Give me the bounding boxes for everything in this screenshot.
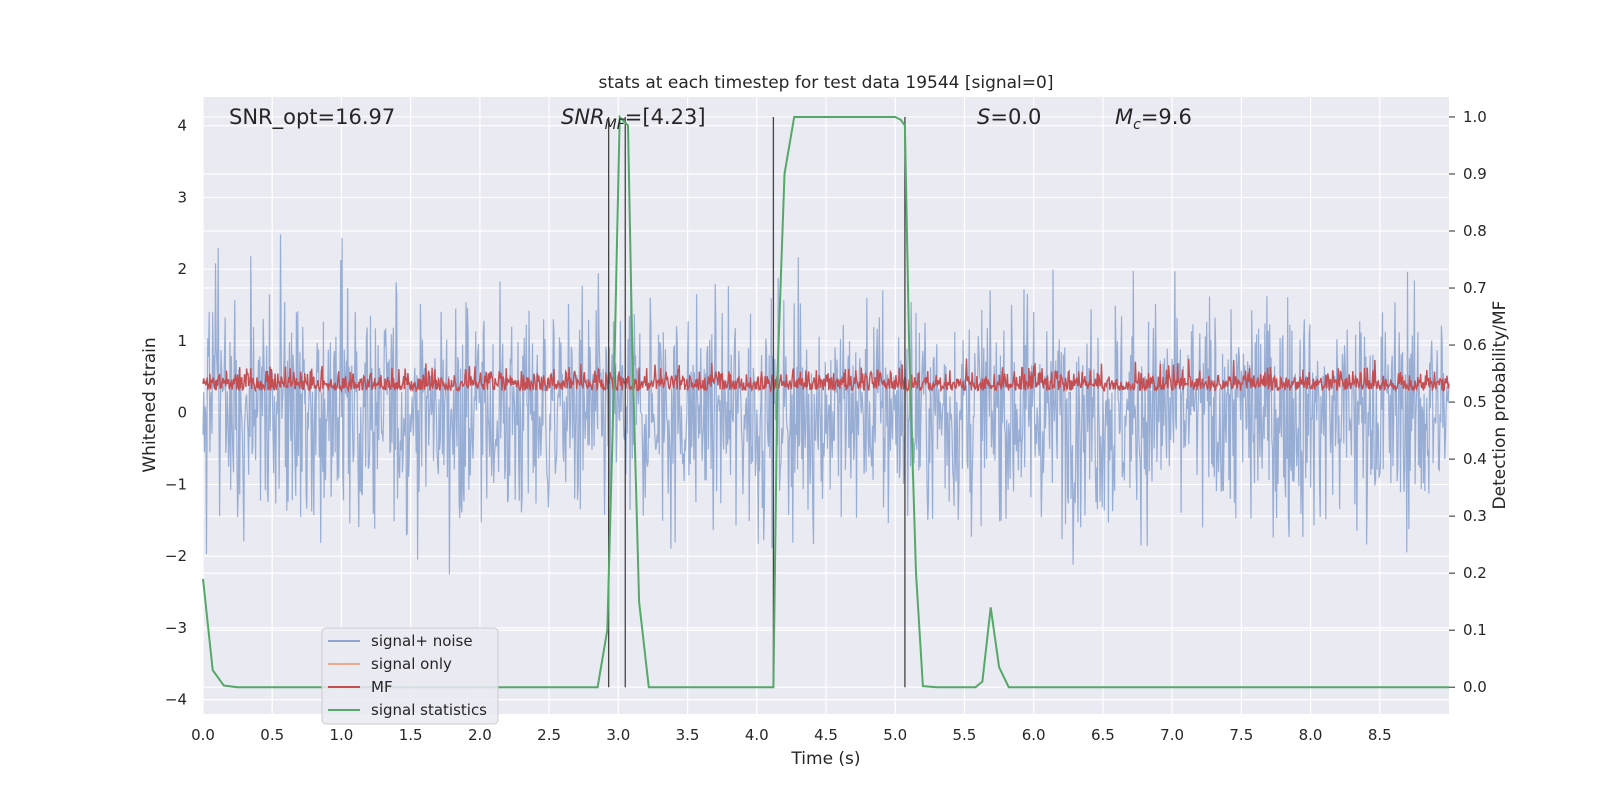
y-tick-label: 2 <box>177 260 187 278</box>
x-tick-label: 4.5 <box>814 726 838 744</box>
mf-series <box>202 358 1450 394</box>
x-tick-label: 7.5 <box>1229 726 1253 744</box>
y-axis-right-label: Detection probability/MF <box>1490 301 1510 510</box>
x-tick-label: 5.0 <box>883 726 907 744</box>
annotation-mc-symbol: M <box>1115 105 1133 129</box>
y-right-tick-label: 1.0 <box>1463 108 1487 126</box>
x-tick-label: 3.0 <box>606 726 630 744</box>
y-tick-label: 3 <box>177 188 187 206</box>
signal-statistics-line <box>202 114 1449 689</box>
x-tick-label: 0.0 <box>191 726 215 744</box>
x-tick-label: 6.0 <box>1022 726 1046 744</box>
mf-line <box>202 358 1450 394</box>
annotation-snr-mf-base: SNR <box>561 105 605 129</box>
legend-label-signal-noise: signal+ noise <box>371 632 473 650</box>
x-tick-label: 1.0 <box>330 726 354 744</box>
y-axis-label: Whitened strain <box>140 337 160 472</box>
y-tick-label: −1 <box>165 475 187 493</box>
x-axis-label: Time (s) <box>790 749 860 769</box>
x-tick-label: 6.5 <box>1091 726 1115 744</box>
legend-box <box>321 627 499 725</box>
x-tick-label: 4.0 <box>745 726 769 744</box>
signal-noise-line <box>202 234 1450 575</box>
annotation-s-value: =0.0 <box>990 105 1041 129</box>
signal-statistics-series <box>202 114 1449 689</box>
y-tick-label: 1 <box>177 332 187 350</box>
x-tick-label: 8.5 <box>1368 726 1392 744</box>
y-right-tick-label: 0.5 <box>1463 393 1487 411</box>
y-right-tick-label: 0.6 <box>1463 336 1487 354</box>
y-right-tick-label: 0.9 <box>1463 165 1487 183</box>
x-tick-label: 7.0 <box>1160 726 1184 744</box>
y-right-tick-label: 0.0 <box>1463 678 1487 696</box>
y-tick-label: −4 <box>165 691 187 709</box>
y-tick-label: 4 <box>177 117 187 135</box>
x-tick-label: 8.0 <box>1299 726 1323 744</box>
legend-label-signal-statistics: signal statistics <box>371 701 487 719</box>
y-right-tick-label: 0.1 <box>1463 621 1487 639</box>
x-tick-label: 1.5 <box>399 726 423 744</box>
y-tick-label: −2 <box>165 547 187 565</box>
legend-label-signal-only: signal only <box>371 655 452 673</box>
x-tick-label: 0.5 <box>260 726 284 744</box>
annotation-snr-mf: SNRMF=[4.23] <box>561 105 706 133</box>
tick-labels: 0.0 0.5 1.0 1.5 2.0 2.5 3.0 3.5 4.0 4.5 5.0 5.5 6.0 6… <box>165 108 1487 744</box>
y-right-tick-label: 0.7 <box>1463 279 1487 297</box>
legend-label-mf: MF <box>371 678 393 696</box>
y-tick-label: −3 <box>165 619 187 637</box>
x-tick-label: 3.5 <box>676 726 700 744</box>
annotation-snr-mf-value: =[4.23] <box>625 105 706 129</box>
y-right-tick-label: 0.8 <box>1463 222 1487 240</box>
annotation-snr-opt: SNR_opt=16.97 <box>229 105 395 130</box>
y-right-tick-label: 0.4 <box>1463 450 1487 468</box>
annotation-mc-sub: c <box>1133 117 1141 133</box>
y-tick-label: 0 <box>177 404 187 422</box>
annotation-snr-mf-sub: MF <box>605 117 626 133</box>
signal-noise-series <box>202 234 1450 575</box>
vertical-markers <box>607 116 906 688</box>
legend: signal+ noise signal only MF signal stat… <box>321 627 499 725</box>
y-right-tick-label: 0.3 <box>1463 507 1487 525</box>
x-tick-label: 2.5 <box>537 726 561 744</box>
y-right-tick-label: 0.2 <box>1463 564 1487 582</box>
chart-title: stats at each timestep for test data 195… <box>599 73 1054 93</box>
annotation-s: S=0.0 <box>977 105 1041 129</box>
x-tick-label: 5.5 <box>953 726 977 744</box>
annotation-s-symbol: S <box>977 105 990 129</box>
x-tick-label: 2.0 <box>468 726 492 744</box>
annotation-mc: Mc=9.6 <box>1115 105 1192 133</box>
annotation-mc-value: =9.6 <box>1141 105 1192 129</box>
